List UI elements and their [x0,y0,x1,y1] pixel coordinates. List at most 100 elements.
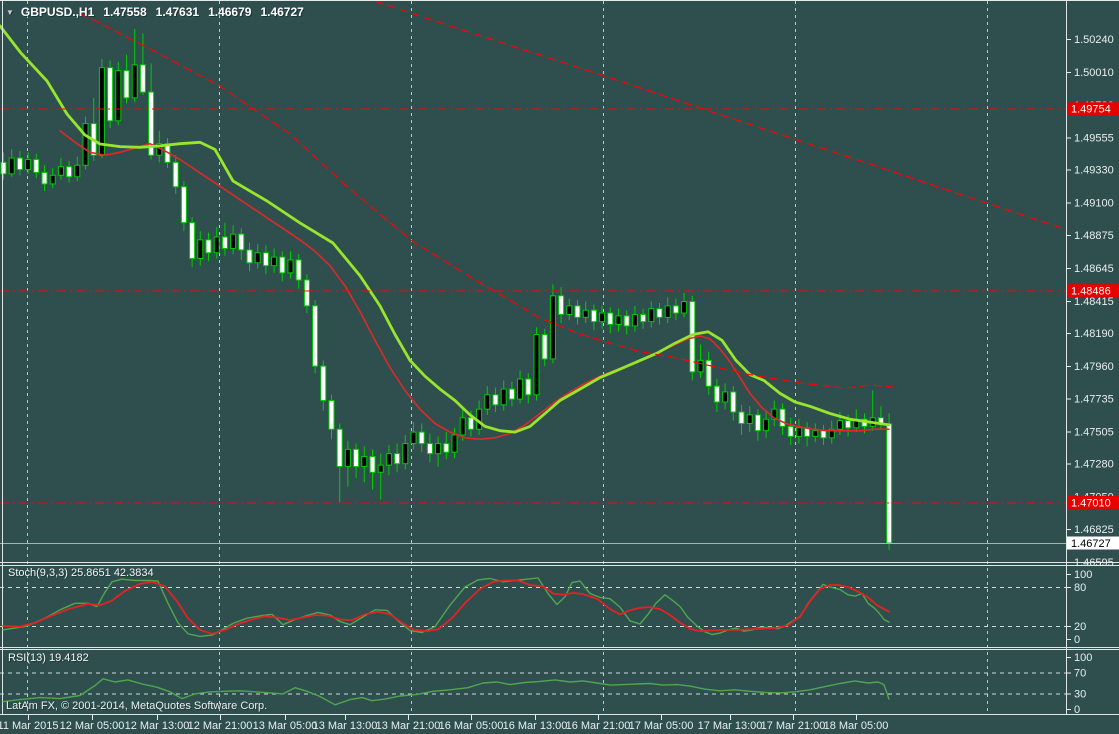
price-axis-label: 1.47735 [1074,393,1114,405]
candle-body [549,295,556,360]
time-axis-label: 11 Mar 2015 [0,720,58,732]
candle-body [763,418,770,432]
candle-body [443,443,450,453]
candle-body [738,411,745,424]
candle-body [722,391,729,403]
stochastic-label: Stoch(9,3,3) 25.8651 42.3834 [8,567,154,579]
level-price-badge-text: 1.48486 [1071,286,1111,298]
price-axis-label: 1.47505 [1074,426,1114,438]
candle-body [500,388,507,406]
candle-body [107,67,114,122]
candle-body [886,423,893,544]
candle-body [148,91,155,156]
candle-body [57,166,64,176]
rsi-scale-label: 30 [1074,688,1086,700]
time-axis-label: 18 Mar 05:00 [824,720,889,732]
ohlc-high: 1.47631 [155,5,200,19]
trendline-dashed-lower [79,12,894,389]
candle-body [131,64,138,99]
rsi-scale-label: 70 [1074,668,1086,680]
candle-body [271,256,278,267]
current-price-badge-text: 1.46727 [1071,538,1111,550]
rsi-panel: 100 70 30 0 [0,652,1092,716]
price-axis-label: 1.48190 [1074,328,1114,340]
candle-body [640,313,647,323]
price-axis-label: 1.49100 [1074,198,1114,210]
price-axis-label: 1.47960 [1074,361,1114,373]
time-axis-label: 16 Mar 13:00 [503,720,568,732]
candle-body [451,434,458,453]
candle-body [508,388,515,400]
candle-body [599,312,606,323]
candle-body [123,70,130,99]
candle-body [303,279,310,307]
candle-body [238,233,245,251]
candle-body [525,378,532,396]
candle-body [836,420,843,430]
candle-body [754,414,761,432]
candle-body [262,252,269,267]
level-price-badge [1067,102,1119,116]
rsi-label: RSI(13) 19.4182 [8,652,89,664]
candle-body [254,252,261,264]
price-axis[interactable]: 1.502401.500101.497801.495551.493301.491… [1066,34,1119,569]
candle-body [172,161,179,188]
candle-body [467,417,474,430]
candle-body [492,394,499,406]
stoch-scale-label: 0 [1074,634,1080,646]
price-axis-label: 1.46595 [1074,557,1114,569]
candle-body [787,425,794,437]
candle-body [615,315,622,326]
stoch-scale-label: 80 [1074,582,1086,594]
candle-body [533,334,540,396]
candle-body [25,159,32,171]
time-axis-label: 12 Mar 13:00 [125,720,190,732]
current-price-badge [1067,536,1119,550]
time-axis-label: 13 Mar 13:00 [313,720,378,732]
ohlc-close: 1.46727 [260,5,304,19]
candle-body [820,430,827,439]
period-separators [27,1,988,714]
price-axis-label: 1.50240 [1074,34,1114,46]
ma-slow-line [59,130,890,441]
candle-body [197,239,204,260]
candle-body [189,222,196,260]
candle-body [541,334,548,360]
candle-body [213,236,220,254]
ohlc-open: 1.47558 [103,5,147,19]
candle-body [607,312,614,326]
candle-body [180,186,187,224]
time-axis-label: 17 Mar 05:00 [629,720,694,732]
candle-body [713,385,720,403]
symbol-dropdown-icon[interactable]: ▼ [6,7,14,17]
price-axis-label: 1.48645 [1074,263,1114,275]
time-axis-label: 16 Mar 21:00 [566,720,631,732]
candle-body [574,305,581,318]
time-axis-label: 16 Mar 05:00 [439,720,504,732]
candle-body [656,308,663,318]
ohlc-low: 1.46679 [208,5,252,19]
candle-body [328,400,335,430]
price-axis-label: 1.49330 [1074,165,1114,177]
candle-body [426,443,433,455]
candle-body [664,305,671,318]
candle-body [287,259,294,274]
stoch-signal-line [2,579,890,635]
level-price-badge [1067,495,1119,509]
price-axis-label: 1.48875 [1074,230,1114,242]
candle-body [344,448,351,468]
candle-body [779,408,786,427]
stoch-main-value: 25.8651 [70,567,111,579]
candle-body [353,448,360,468]
time-axis-label: 12 Mar 05:00 [60,720,125,732]
candle-body [631,313,638,327]
candle-body [221,236,228,249]
time-axis-label: 17 Mar 21:00 [761,720,826,732]
stoch-scale-label: 100 [1074,569,1092,581]
candle-body [82,123,89,166]
candle-body [623,315,630,327]
